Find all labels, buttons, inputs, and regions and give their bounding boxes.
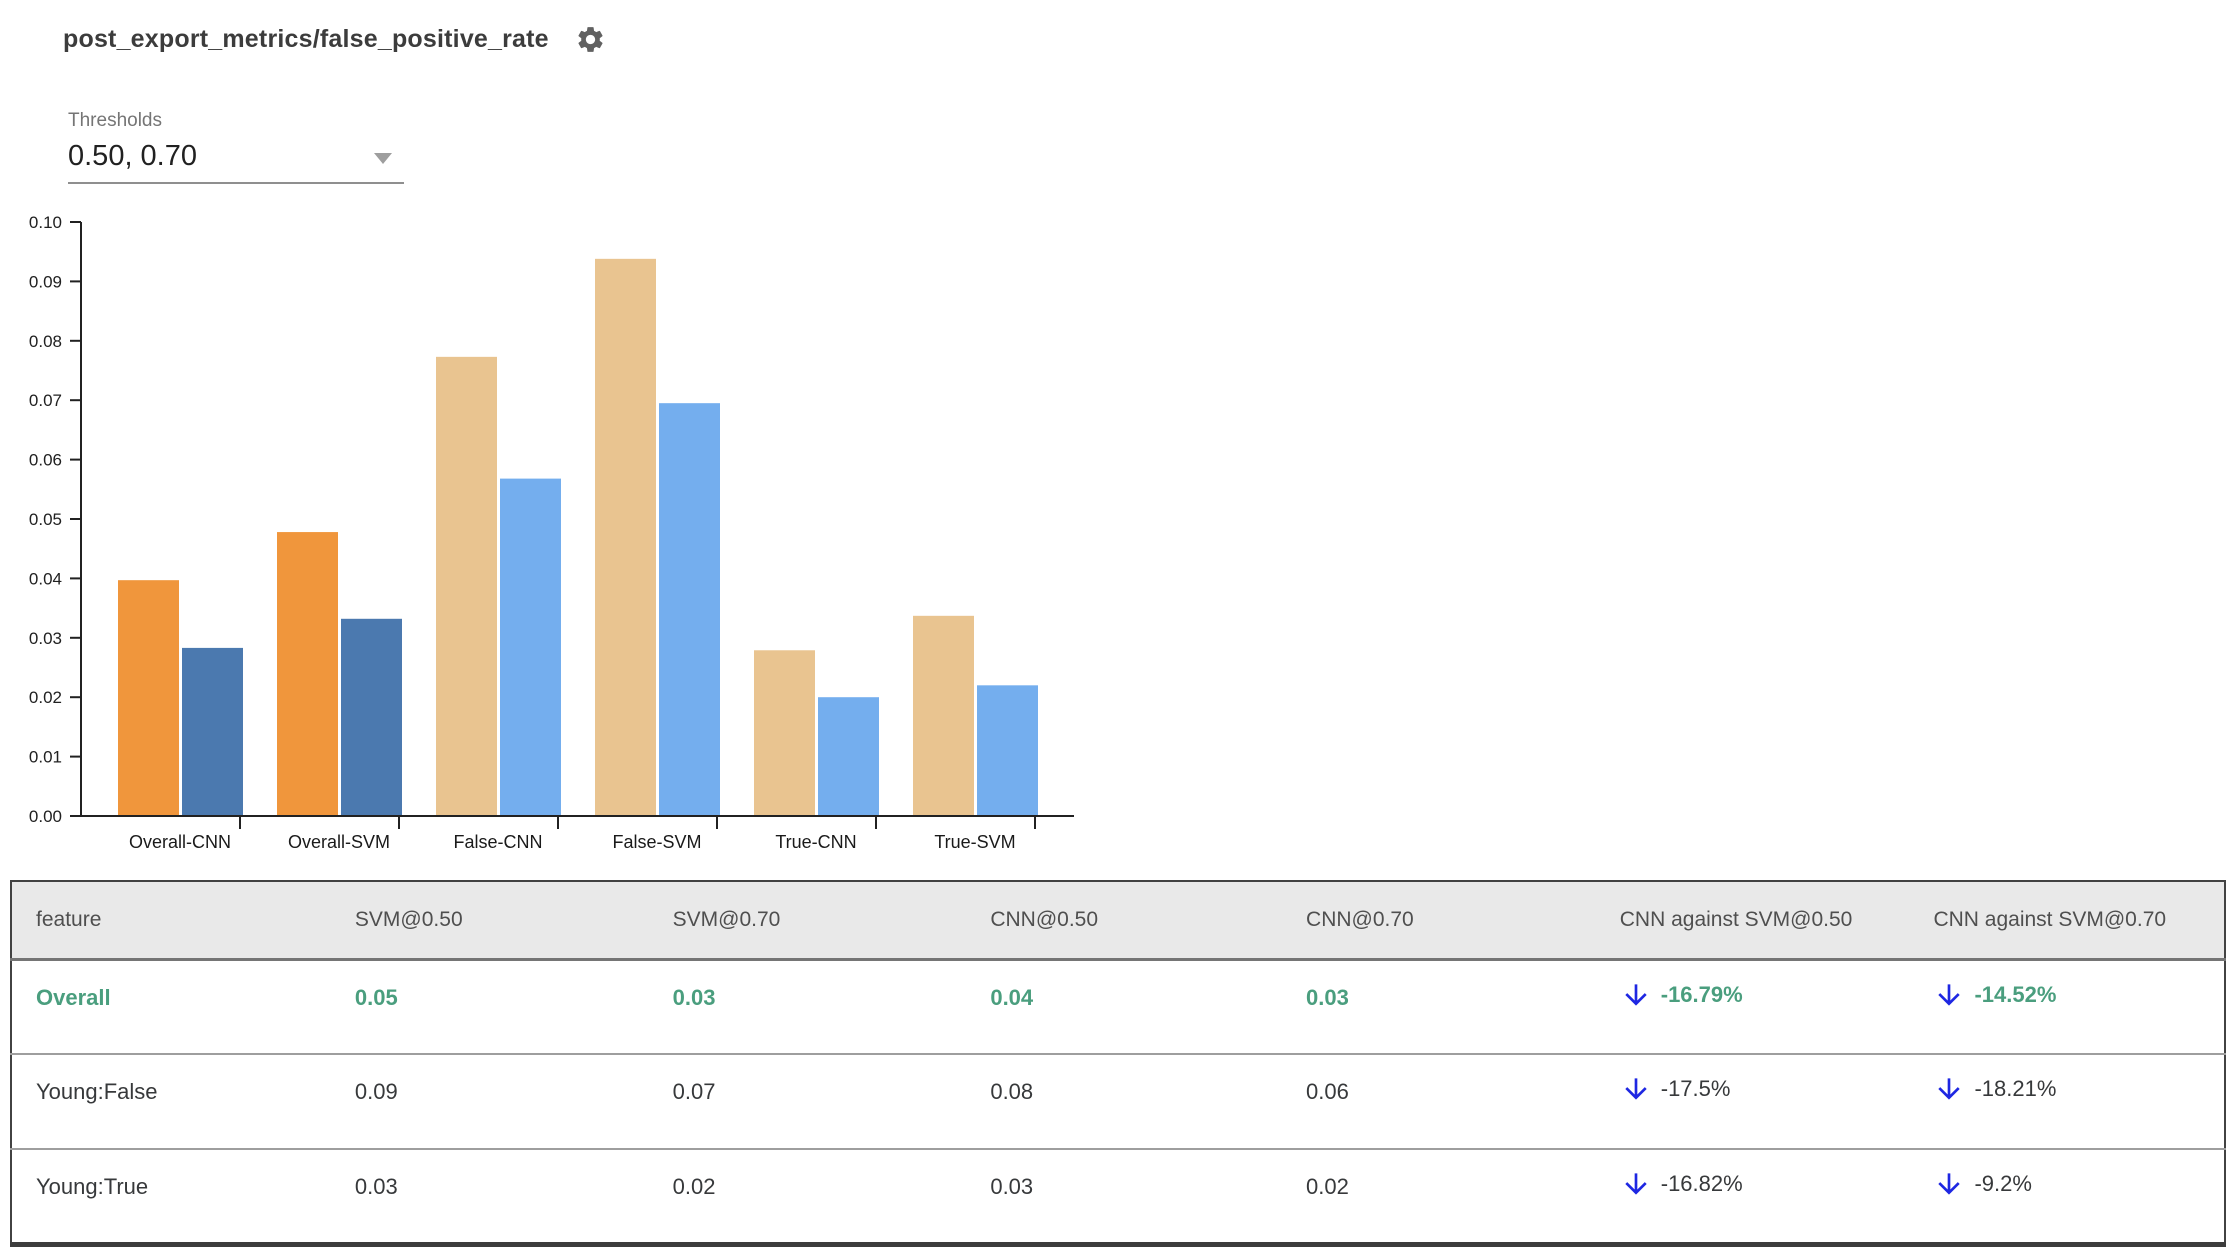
change-percent: -14.52% (1974, 981, 2057, 1007)
y-axis-label: 0.01 (29, 748, 62, 767)
value-cell-svm-070: 0.03 (648, 959, 967, 1055)
chart-bar-Overall-CNN-0.50[interactable] (118, 580, 179, 816)
arrow-down-icon (1938, 1078, 1961, 1100)
y-axis-label: 0.06 (29, 451, 62, 470)
chart-bar-False-CNN-0.70[interactable] (500, 478, 561, 816)
chart-bar-Overall-SVM-0.70[interactable] (341, 618, 402, 816)
metrics-table-body: Overall 0.05 0.03 0.04 0.03 -16.79% -14.52% You… (11, 959, 2225, 1244)
chart-bar-Overall-CNN-0.70[interactable] (182, 647, 243, 816)
page-title: post_export_metrics/false_positive_rate (63, 25, 549, 53)
value-cell-svm-050: 0.03 (354, 1174, 398, 1199)
thresholds-label: Thresholds (68, 110, 162, 131)
chart-bar-False-SVM-0.50[interactable] (595, 258, 656, 816)
value-cell-cnn-070: 0.06 (1282, 1054, 1596, 1150)
thresholds-value: 0.50, 0.70 (68, 140, 197, 172)
metrics-table: feature SVM@0.50 SVM@0.70 CNN@0.50 CNN@0… (10, 880, 2226, 1247)
chart-bar-True-CNN-0.70[interactable] (818, 697, 879, 816)
change-cell-against-svm-050: -16.82% (1596, 1149, 1910, 1244)
y-axis-label: 0.08 (29, 332, 62, 351)
value-cell-cnn-050: 0.04 (966, 959, 1283, 1055)
column-header-cnn-against-svm-070: CNN against SVM@0.70 (1909, 881, 2225, 961)
y-axis-label: 0.10 (29, 213, 62, 232)
change-percent: -9.2% (1974, 1171, 2032, 1196)
column-header-cnn-against-svm-050: CNN against SVM@0.50 (1595, 881, 1910, 961)
change-percent: -17.5% (1660, 1076, 1731, 1101)
widget-header: post_export_metrics/false_positive_rate (63, 24, 606, 55)
value-cell-svm-050: 0.05 (330, 959, 649, 1055)
change-percent: -18.21% (1974, 1076, 2057, 1101)
table-row-young-false: Young:False 0.09 0.07 0.08 0.06 -17.5% -18.21% (11, 1054, 2225, 1150)
x-axis-label: True-CNN (775, 832, 856, 852)
value-cell-svm-070: 0.02 (672, 1174, 716, 1199)
column-header-cnn-070: CNN@0.70 (1282, 881, 1596, 961)
change-cell-against-svm-070: -18.21% (1909, 1054, 2225, 1150)
arrow-down-icon (1625, 1173, 1647, 1195)
chevron-down-icon (374, 153, 392, 164)
value-cell-cnn-070: 0.02 (1306, 1174, 1349, 1199)
x-axis-label: Overall-CNN (129, 832, 231, 852)
change-cell-against-svm-070: -14.52% (1909, 959, 2225, 1055)
arrow-down-icon (1625, 1078, 1647, 1100)
column-header-feature: feature (11, 881, 331, 961)
column-header-svm-070: SVM@0.70 (648, 881, 967, 961)
value-cell-svm-070: 0.07 (648, 1054, 967, 1150)
thresholds-dropdown[interactable]: Thresholds 0.50, 0.70 (68, 110, 404, 184)
x-axis-label: Overall-SVM (288, 832, 390, 852)
table-row-overall: Overall 0.05 0.03 0.04 0.03 -16.79% -14.52% (11, 959, 2225, 1055)
column-header-svm-050: SVM@0.50 (330, 881, 649, 961)
change-cell-against-svm-050: -16.79% (1595, 959, 1910, 1055)
chart-bar-True-SVM-0.50[interactable] (913, 615, 974, 816)
chart-bar-False-SVM-0.70[interactable] (659, 403, 720, 816)
chart-bar-True-SVM-0.70[interactable] (977, 685, 1038, 816)
feature-cell: Young:False (11, 1054, 331, 1150)
chart-bar-True-CNN-0.50[interactable] (754, 650, 815, 816)
arrow-down-icon (1938, 1173, 1961, 1195)
arrow-down-icon (1625, 983, 1647, 1006)
gear-icon (578, 27, 603, 52)
value-cell-cnn-070: 0.03 (1282, 959, 1596, 1055)
y-axis-label: 0.07 (29, 391, 62, 410)
chart-bar-False-CNN-0.50[interactable] (436, 356, 497, 816)
value-cell-cnn-050: 0.03 (990, 1174, 1034, 1199)
x-axis-label: True-SVM (934, 832, 1015, 852)
change-percent: -16.79% (1660, 981, 1743, 1007)
change-percent: -16.82% (1660, 1171, 1743, 1196)
change-cell-against-svm-050: -17.5% (1595, 1054, 1910, 1150)
table-header-row: feature SVM@0.50 SVM@0.70 CNN@0.50 CNN@0… (11, 881, 2225, 961)
false-positive-rate-chart: Overall-CNN Overall-SVM False-CNN False-SVM… (0, 200, 1120, 885)
value-cell-svm-050: 0.09 (330, 1054, 649, 1150)
y-axis-label: 0.05 (29, 510, 62, 529)
chart-bar-Overall-SVM-0.50[interactable] (277, 532, 338, 816)
x-axis-label: False-SVM (612, 832, 701, 852)
value-cell-cnn-050: 0.08 (966, 1054, 1283, 1150)
settings-button[interactable] (575, 24, 606, 55)
x-axis-label: False-CNN (453, 832, 542, 852)
y-axis-label: 0.02 (29, 688, 62, 707)
y-axis-label: 0.09 (29, 272, 62, 291)
feature-cell: Young:True (36, 1174, 149, 1199)
y-axis-label: 0.03 (29, 629, 62, 648)
column-header-cnn-050: CNN@0.50 (966, 881, 1283, 961)
feature-cell: Overall (11, 959, 331, 1055)
fpr-bar-chart-svg: Overall-CNN Overall-SVM False-CNN False-SVM… (29, 213, 1074, 852)
y-axis-label: 0.00 (29, 807, 62, 826)
y-axis-label: 0.04 (29, 569, 62, 588)
table-row-young-true: Young:True 0.03 0.02 0.03 0.02 -16.82% -9.2% (11, 1149, 2225, 1244)
change-cell-against-svm-070: -9.2% (1909, 1149, 2225, 1244)
arrow-down-icon (1938, 983, 1961, 1006)
